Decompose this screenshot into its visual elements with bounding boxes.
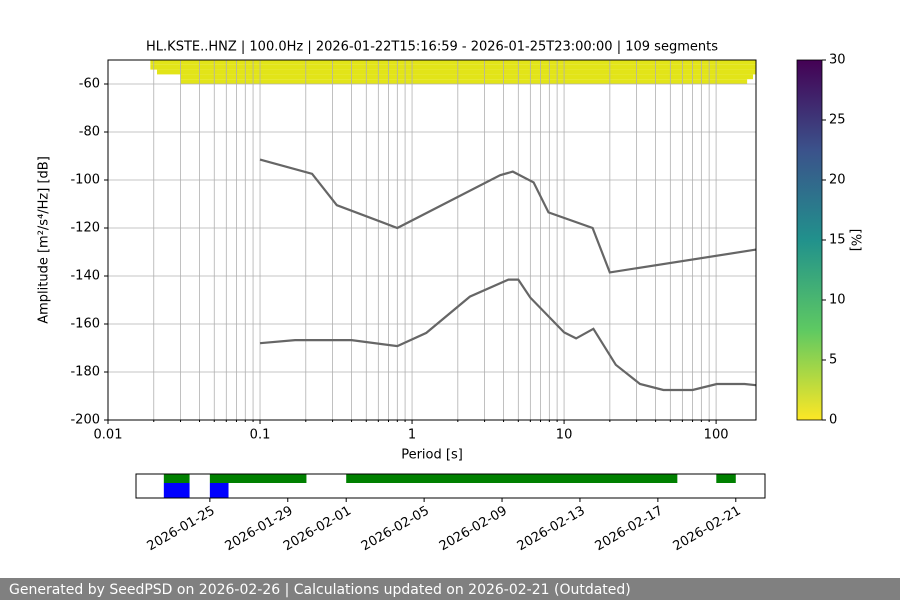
psd-cell bbox=[150, 60, 757, 65]
colorbar-tick-label: 5 bbox=[829, 353, 837, 368]
colorbar-tick-label: 15 bbox=[829, 233, 846, 248]
psd-cell bbox=[156, 69, 756, 75]
y-tick-label: -140 bbox=[70, 269, 100, 284]
y-tick-label: -100 bbox=[70, 173, 100, 188]
footer-bar bbox=[0, 578, 900, 600]
footer-text: Generated by SeedPSD on 2026-02-26 | Cal… bbox=[9, 582, 631, 598]
y-tick-label: -60 bbox=[79, 77, 100, 92]
y-axis-label: Amplitude [m²/s⁴/Hz] [dB] bbox=[37, 156, 52, 324]
colorbar-tick-label: 30 bbox=[829, 53, 846, 68]
timeline-tick-label: 2026-02-21 bbox=[671, 504, 744, 555]
x-tick-label: 1 bbox=[408, 428, 416, 443]
y-tick-label: -180 bbox=[70, 365, 100, 380]
timeline-tick-label: 2026-01-25 bbox=[145, 504, 218, 555]
availability-bar bbox=[163, 474, 190, 483]
noise-model-line bbox=[259, 278, 757, 392]
used-bar bbox=[209, 483, 229, 498]
timeline-tick-label: 2026-02-17 bbox=[593, 504, 666, 555]
colorbar bbox=[796, 59, 823, 421]
colorbar-tick-label: 20 bbox=[829, 173, 846, 188]
psd-cell bbox=[180, 74, 754, 80]
x-tick-label: 10 bbox=[556, 428, 573, 443]
timeline-tick-label: 2026-02-09 bbox=[437, 504, 510, 555]
y-tick-label: -160 bbox=[70, 317, 100, 332]
y-tick-label: -80 bbox=[79, 125, 100, 140]
noise-model-line bbox=[259, 158, 757, 274]
psd-cell bbox=[180, 79, 748, 84]
timeline-frame bbox=[135, 473, 766, 499]
used-bar bbox=[163, 483, 190, 498]
availability-bar bbox=[346, 474, 678, 483]
timeline-tick-label: 2026-02-05 bbox=[359, 504, 432, 555]
y-tick-label: -120 bbox=[70, 221, 100, 236]
y-tick-label: -200 bbox=[70, 413, 100, 428]
x-axis-label: Period [s] bbox=[401, 448, 463, 463]
x-tick-label: 100 bbox=[704, 428, 729, 443]
availability-bar bbox=[209, 474, 307, 483]
availability-bar bbox=[716, 474, 736, 483]
colorbar-tick-label: 0 bbox=[829, 413, 837, 428]
psd-cell bbox=[150, 64, 757, 70]
x-tick-label: 0.01 bbox=[94, 428, 123, 443]
plot-frame bbox=[107, 59, 757, 421]
timeline-tick-label: 2026-02-13 bbox=[515, 504, 588, 555]
chart-title: HL.KSTE..HNZ | 100.0Hz | 2026-01-22T15:1… bbox=[146, 40, 718, 55]
colorbar-label: [%] bbox=[848, 229, 863, 252]
colorbar-tick-label: 10 bbox=[829, 293, 846, 308]
colorbar-tick-label: 25 bbox=[829, 113, 846, 128]
x-tick-label: 0.1 bbox=[250, 428, 271, 443]
